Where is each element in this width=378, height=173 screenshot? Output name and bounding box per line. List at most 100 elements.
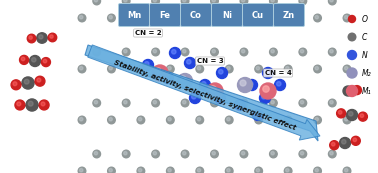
Text: Co: Co [190, 11, 202, 20]
Circle shape [301, 152, 304, 155]
Circle shape [242, 101, 245, 104]
Circle shape [184, 57, 195, 69]
Circle shape [347, 110, 358, 121]
Circle shape [212, 49, 215, 53]
Circle shape [27, 34, 36, 43]
Circle shape [339, 138, 350, 148]
Circle shape [299, 48, 307, 56]
Circle shape [109, 66, 112, 70]
Circle shape [211, 150, 218, 158]
Circle shape [211, 99, 218, 107]
FancyBboxPatch shape [150, 3, 181, 26]
Polygon shape [85, 45, 318, 141]
Circle shape [227, 66, 230, 70]
Circle shape [13, 82, 17, 86]
Circle shape [286, 16, 289, 19]
FancyBboxPatch shape [212, 3, 243, 26]
Circle shape [48, 33, 57, 42]
Circle shape [122, 150, 130, 158]
Circle shape [93, 99, 101, 107]
Circle shape [17, 102, 21, 106]
Circle shape [342, 140, 346, 144]
Circle shape [270, 48, 277, 56]
Text: CN = 2: CN = 2 [135, 30, 161, 36]
Circle shape [274, 80, 285, 90]
Circle shape [197, 16, 201, 19]
Circle shape [234, 99, 245, 111]
Circle shape [183, 49, 186, 53]
Circle shape [255, 14, 262, 22]
Circle shape [168, 169, 171, 172]
Circle shape [299, 0, 307, 5]
Circle shape [299, 150, 307, 158]
Circle shape [344, 16, 348, 19]
Circle shape [262, 95, 266, 99]
Circle shape [94, 101, 98, 104]
Circle shape [237, 78, 253, 93]
Circle shape [79, 16, 83, 19]
Circle shape [137, 14, 145, 22]
Circle shape [94, 0, 98, 2]
Circle shape [124, 101, 127, 104]
Circle shape [314, 14, 321, 22]
Circle shape [270, 150, 277, 158]
Circle shape [201, 82, 206, 86]
Circle shape [253, 110, 263, 121]
Circle shape [196, 116, 204, 124]
Circle shape [138, 66, 142, 70]
Circle shape [167, 167, 174, 173]
Circle shape [210, 86, 216, 92]
Text: CN = 4: CN = 4 [265, 70, 291, 76]
Circle shape [330, 152, 333, 155]
Circle shape [284, 116, 292, 124]
Circle shape [225, 167, 233, 173]
Circle shape [122, 0, 130, 5]
Circle shape [37, 33, 47, 43]
Circle shape [93, 0, 101, 5]
Circle shape [108, 14, 115, 22]
Text: M₂: M₂ [362, 69, 372, 78]
Circle shape [284, 65, 292, 73]
Circle shape [167, 116, 174, 124]
Circle shape [343, 65, 351, 73]
Circle shape [299, 99, 307, 107]
Circle shape [270, 99, 277, 107]
Circle shape [28, 101, 33, 106]
Circle shape [240, 150, 248, 158]
Circle shape [42, 58, 50, 67]
Circle shape [172, 50, 176, 54]
Circle shape [353, 138, 356, 142]
Circle shape [153, 101, 156, 104]
Circle shape [181, 0, 189, 5]
Circle shape [187, 60, 191, 64]
Circle shape [124, 49, 127, 53]
Circle shape [330, 141, 339, 150]
Circle shape [240, 0, 248, 5]
Circle shape [286, 169, 289, 172]
Circle shape [137, 116, 145, 124]
FancyBboxPatch shape [243, 3, 274, 26]
Circle shape [344, 117, 348, 121]
Circle shape [328, 48, 336, 56]
Circle shape [93, 150, 101, 158]
Circle shape [343, 86, 353, 96]
Circle shape [24, 79, 29, 84]
Circle shape [22, 77, 34, 89]
Circle shape [138, 169, 142, 172]
Circle shape [192, 95, 196, 99]
Circle shape [79, 117, 83, 121]
Circle shape [284, 14, 292, 22]
Circle shape [109, 16, 112, 19]
Circle shape [315, 169, 319, 172]
Circle shape [344, 66, 348, 70]
Circle shape [301, 0, 304, 2]
Circle shape [29, 56, 40, 66]
Circle shape [347, 85, 358, 97]
Circle shape [41, 102, 45, 106]
Circle shape [330, 101, 333, 104]
Circle shape [39, 35, 43, 39]
Circle shape [352, 86, 361, 95]
Circle shape [314, 167, 321, 173]
Circle shape [225, 116, 233, 124]
Circle shape [152, 48, 160, 56]
